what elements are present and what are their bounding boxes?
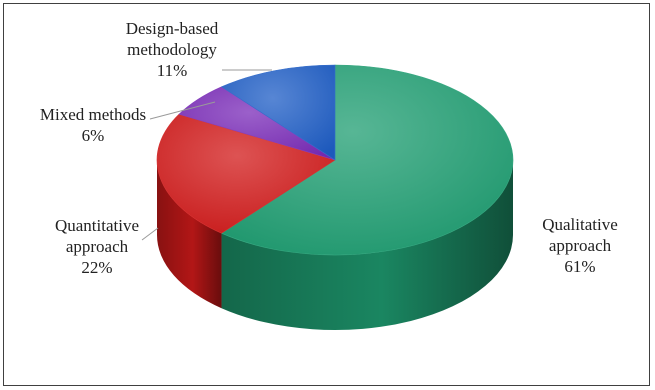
leader-line (149, 101, 216, 120)
slice-percent: 6% (82, 126, 105, 145)
pie-tops (156, 64, 514, 256)
slice-percent: 22% (81, 258, 112, 277)
pie-sides (157, 160, 514, 331)
leader-line (141, 227, 159, 241)
slice-top (220, 64, 514, 256)
slice-side (221, 160, 514, 331)
slice-name: Qualitative (542, 215, 618, 234)
slice-percent: 11% (157, 61, 188, 80)
slice-name: Quantitative (55, 216, 139, 235)
slice-label: Qualitative approach 61% (542, 215, 618, 276)
slice-top (156, 113, 336, 234)
slice-label: Quantitative approach 22% (55, 216, 139, 277)
slice-label: Mixed methods 6% (40, 105, 146, 145)
slice-percent: 61% (564, 257, 595, 276)
slice-label: Design-based methodology 11% (126, 19, 219, 80)
slice-name: approach (549, 236, 612, 255)
slice-top (220, 64, 336, 161)
slice-name: methodology (127, 40, 217, 59)
data-labels: Qualitative approach 61% Quantitative approa… (40, 19, 618, 277)
slice-name: Design-based (126, 19, 219, 38)
slice-name: approach (66, 237, 129, 256)
leader-lines (141, 69, 272, 241)
slice-name: Mixed methods (40, 105, 146, 124)
slice-side (157, 160, 222, 309)
